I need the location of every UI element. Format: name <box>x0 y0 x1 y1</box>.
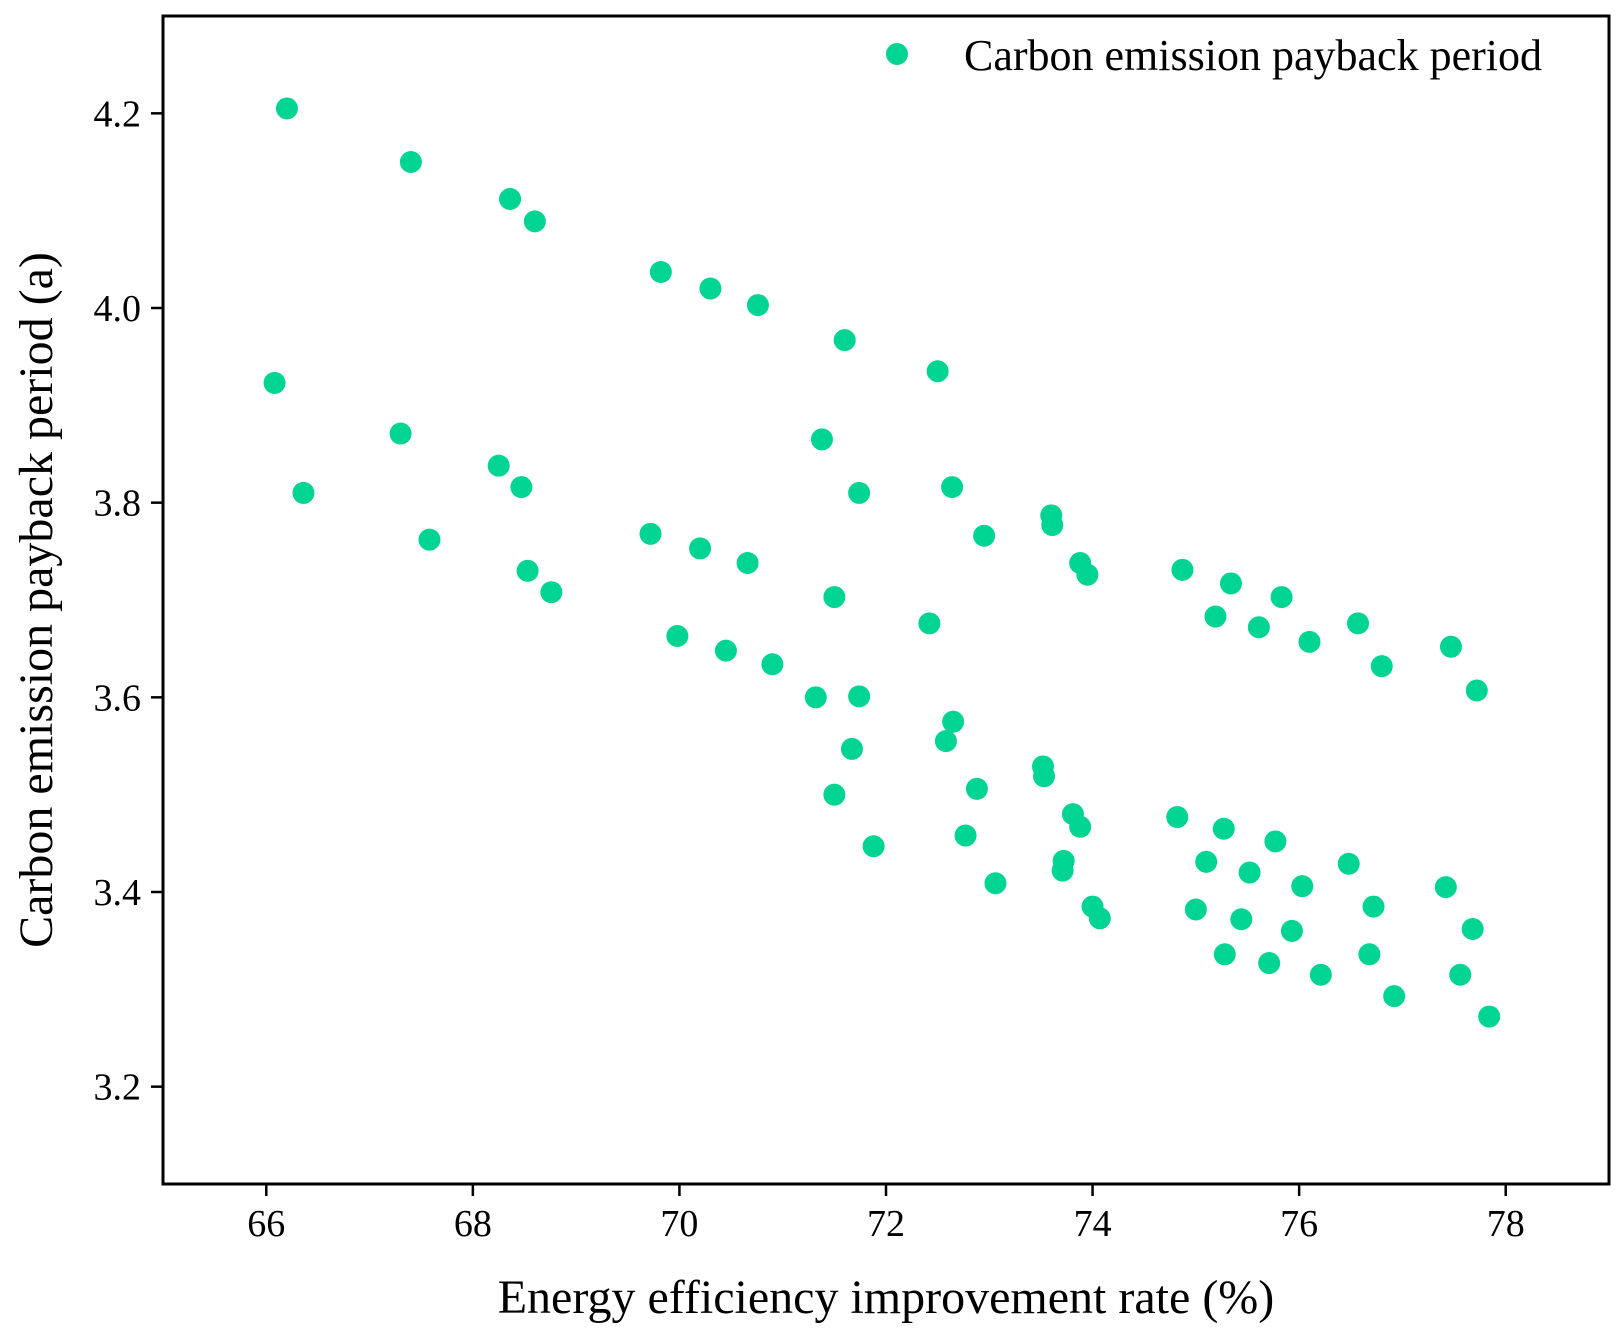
data-point <box>1204 605 1227 628</box>
data-point <box>1439 635 1462 658</box>
data-point <box>810 428 833 451</box>
data-point <box>804 686 827 709</box>
data-point <box>1219 572 1242 595</box>
y-axis-title: Carbon emission payback period (a) <box>10 252 63 948</box>
data-point <box>848 481 871 504</box>
data-point <box>1171 558 1194 581</box>
data-point <box>746 294 769 317</box>
data-point <box>689 537 712 560</box>
data-point <box>1247 616 1270 639</box>
data-point <box>823 783 846 806</box>
data-point <box>1434 876 1457 899</box>
data-point <box>263 371 286 394</box>
legend-label: Carbon emission payback period <box>964 31 1542 80</box>
data-point <box>399 151 422 173</box>
plot-frame <box>161 14 1611 1186</box>
data-point <box>510 476 533 499</box>
y-tick-label: 3.4 <box>94 872 142 914</box>
data-point <box>1449 963 1472 986</box>
data-point <box>1347 612 1370 635</box>
data-point <box>1362 895 1385 918</box>
data-point <box>1258 952 1281 975</box>
data-point <box>1213 943 1236 966</box>
x-axis: 66 68 70 72 74 76 78 <box>247 1184 1525 1245</box>
data-point <box>649 260 672 283</box>
data-point <box>1184 898 1207 921</box>
y-tick-label: 4.0 <box>94 288 142 330</box>
data-point <box>1033 765 1056 788</box>
data-point <box>516 559 539 582</box>
y-tick-label: 3.6 <box>94 677 142 719</box>
y-tick-label: 3.2 <box>94 1067 142 1109</box>
data-point <box>1280 919 1303 942</box>
data-point <box>1478 1005 1501 1028</box>
data-point <box>1166 806 1189 829</box>
data-point <box>523 210 546 233</box>
data-point <box>499 187 522 210</box>
data-point <box>1195 850 1218 873</box>
x-tick-label: 74 <box>1074 1203 1112 1245</box>
data-point <box>666 625 689 648</box>
data-point <box>1358 943 1381 966</box>
data-point <box>1230 908 1253 931</box>
x-tick-label: 72 <box>867 1203 905 1245</box>
data-point <box>973 524 996 547</box>
data-point <box>389 422 412 445</box>
y-axis: 3.2 3.4 3.6 3.8 4.0 4.2 <box>94 93 163 1109</box>
y-tick-label: 4.2 <box>94 93 142 135</box>
data-point <box>699 277 722 300</box>
data-point <box>1383 985 1406 1008</box>
x-tick-label: 66 <box>247 1203 285 1245</box>
data-point <box>1461 917 1484 940</box>
data-point <box>918 612 941 635</box>
data-point <box>1041 514 1064 537</box>
data-point <box>761 653 784 676</box>
y-tick-label: 3.8 <box>94 483 142 525</box>
data-point <box>942 710 965 733</box>
data-point <box>487 454 510 477</box>
data-point <box>275 97 298 120</box>
data-point <box>714 639 737 662</box>
data-points <box>263 97 1501 1028</box>
data-point <box>954 824 977 847</box>
data-point <box>1337 852 1360 875</box>
x-tick-label: 70 <box>660 1203 698 1245</box>
data-point <box>862 835 885 858</box>
data-point <box>965 777 988 800</box>
legend: Carbon emission payback period <box>886 31 1542 80</box>
data-point <box>1370 655 1393 678</box>
data-point <box>833 329 856 352</box>
data-point <box>840 737 863 760</box>
data-point <box>540 581 563 604</box>
data-point <box>1238 861 1261 884</box>
data-point <box>736 552 759 575</box>
data-point <box>1076 563 1099 586</box>
data-point <box>1309 963 1332 986</box>
data-point <box>292 481 315 504</box>
data-point <box>848 685 871 708</box>
data-point <box>1270 586 1293 609</box>
data-point <box>1264 830 1287 853</box>
x-tick-label: 78 <box>1487 1203 1525 1245</box>
data-point <box>1212 817 1235 840</box>
data-point <box>639 522 662 545</box>
data-point <box>1291 875 1314 898</box>
data-point <box>1465 679 1488 702</box>
x-tick-label: 68 <box>454 1203 492 1245</box>
data-point <box>823 586 846 609</box>
data-point <box>926 360 949 383</box>
data-point <box>984 872 1007 895</box>
data-point <box>1069 815 1092 838</box>
data-point <box>1051 859 1074 882</box>
data-point <box>1298 630 1321 653</box>
data-point <box>934 730 957 753</box>
x-tick-label: 76 <box>1280 1203 1318 1245</box>
data-point <box>418 528 441 551</box>
x-axis-title: Energy efficiency improvement rate (%) <box>498 1271 1275 1324</box>
data-point <box>1088 907 1111 930</box>
legend-marker <box>886 43 908 65</box>
data-point <box>941 476 964 499</box>
